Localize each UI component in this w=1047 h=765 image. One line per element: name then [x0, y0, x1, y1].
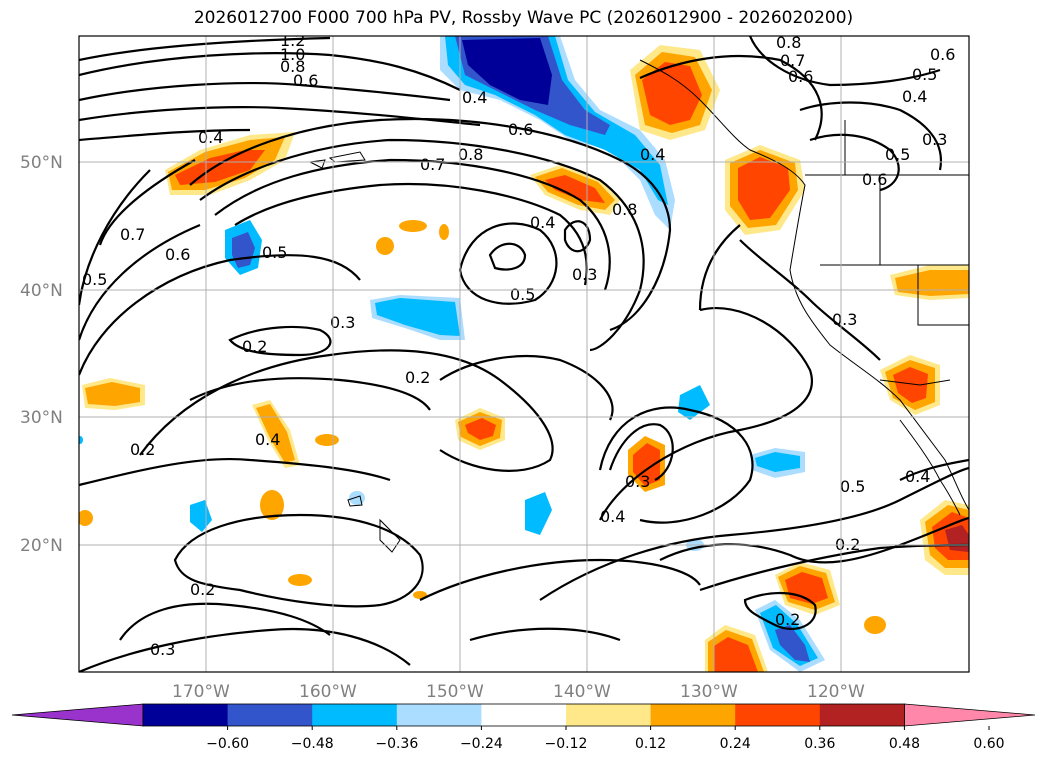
latitude-labels: 50°N 40°N 30°N 20°N — [20, 153, 63, 556]
longitude-labels: 170°W 160°W 150°W 140°W 130°W 120°W — [172, 682, 865, 702]
pv-shading — [79, 36, 969, 672]
contour-label: 0.8 — [280, 57, 305, 76]
colorbar-segment — [819, 704, 905, 726]
lon-label: 140°W — [553, 682, 611, 702]
colorbar-tick-label: −0.36 — [375, 736, 418, 752]
colorbar-extend-high — [904, 703, 1036, 727]
contour-label: 0.6 — [930, 45, 955, 64]
colorbar-tick-label: 0.60 — [973, 736, 1004, 752]
contour-label: 0.4 — [902, 87, 927, 106]
colorbar-segment — [227, 704, 313, 726]
contour-label: 0.4 — [255, 430, 280, 449]
contour-label: 0.5 — [912, 65, 937, 84]
contour-label: 0.5 — [885, 145, 910, 164]
colorbar-segment — [312, 704, 398, 726]
contour-label: 0.2 — [405, 368, 430, 387]
contour-label: 0.4 — [600, 507, 625, 526]
lon-label: 170°W — [172, 682, 230, 702]
colorbar-segment — [735, 704, 821, 726]
contour-label: 0.4 — [198, 128, 223, 147]
colorbar-tick-label: 0.48 — [889, 736, 920, 752]
contour-label: 0.5 — [840, 477, 865, 496]
colorbar-tick-label: 0.12 — [635, 736, 666, 752]
contour-label: 0.5 — [510, 285, 535, 304]
contour-label: 0.2 — [775, 610, 800, 629]
contour-label: 0.4 — [905, 467, 930, 486]
lat-label: 50°N — [20, 153, 63, 173]
colorbar-segment — [650, 704, 736, 726]
contour-label: 0.8 — [776, 33, 801, 52]
map-title: 2026012700 F000 700 hPa PV, Rossby Wave … — [193, 8, 854, 28]
contour-label: 0.3 — [922, 130, 947, 149]
contour-label: 0.3 — [832, 310, 857, 329]
graticule — [79, 36, 969, 672]
lon-label: 150°W — [426, 682, 484, 702]
contour-label: 0.2 — [190, 580, 215, 599]
contour-label: 1.2 — [280, 31, 305, 50]
contour-label: 0.3 — [150, 640, 175, 659]
lat-label: 20°N — [20, 536, 63, 556]
lon-label: 130°W — [680, 682, 738, 702]
colorbar-tick-label: 0.36 — [804, 736, 835, 752]
contour-label: 0.8 — [458, 145, 483, 164]
contour-label: 0.3 — [625, 472, 650, 491]
colorbar-tick-label: −0.48 — [291, 736, 334, 752]
contour-label: 0.7 — [780, 51, 805, 70]
contour-label: 0.3 — [572, 265, 597, 284]
colorbar-tick-label: −0.60 — [206, 736, 249, 752]
lat-label: 40°N — [20, 281, 63, 301]
contour-label: 0.6 — [165, 245, 190, 264]
lat-label: 30°N — [20, 408, 63, 428]
contour-label: 0.4 — [640, 145, 665, 164]
colorbar-segment — [481, 704, 567, 726]
contour-label: 0.7 — [120, 225, 145, 244]
contour-label: 0.6 — [788, 67, 813, 86]
contour-label: 0.5 — [262, 243, 287, 262]
contour-label: 0.3 — [330, 313, 355, 332]
colorbar: −0.60 −0.48 −0.36 −0.24 −0.12 0.12 0.24 0.36 0.4… — [11, 703, 1036, 752]
contour-label: 0.7 — [420, 155, 445, 174]
contour-label: 0.8 — [612, 200, 637, 219]
colorbar-extend-low — [11, 703, 144, 727]
colorbar-tick-label: −0.12 — [545, 736, 588, 752]
colorbar-segment — [143, 704, 229, 726]
contour-label: 0.6 — [862, 170, 887, 189]
colorbar-segment — [396, 704, 482, 726]
lon-label: 160°W — [299, 682, 357, 702]
coastlines — [308, 59, 969, 553]
pv-contours — [79, 36, 969, 672]
colorbar-segment — [566, 704, 652, 726]
colorbar-tick-label: 0.24 — [720, 736, 751, 752]
contour-label: 0.5 — [82, 270, 107, 289]
contour-label: 1.0 — [280, 45, 305, 64]
lon-label: 120°W — [807, 682, 865, 702]
contour-label: 0.2 — [242, 337, 267, 356]
contour-label: 0.2 — [130, 440, 155, 459]
contour-label: 0.6 — [293, 71, 318, 90]
contour-label: 0.4 — [462, 88, 487, 107]
contour-label: 0.6 — [508, 120, 533, 139]
colorbar-tick-label: −0.24 — [460, 736, 503, 752]
contour-label: 0.4 — [530, 213, 555, 232]
